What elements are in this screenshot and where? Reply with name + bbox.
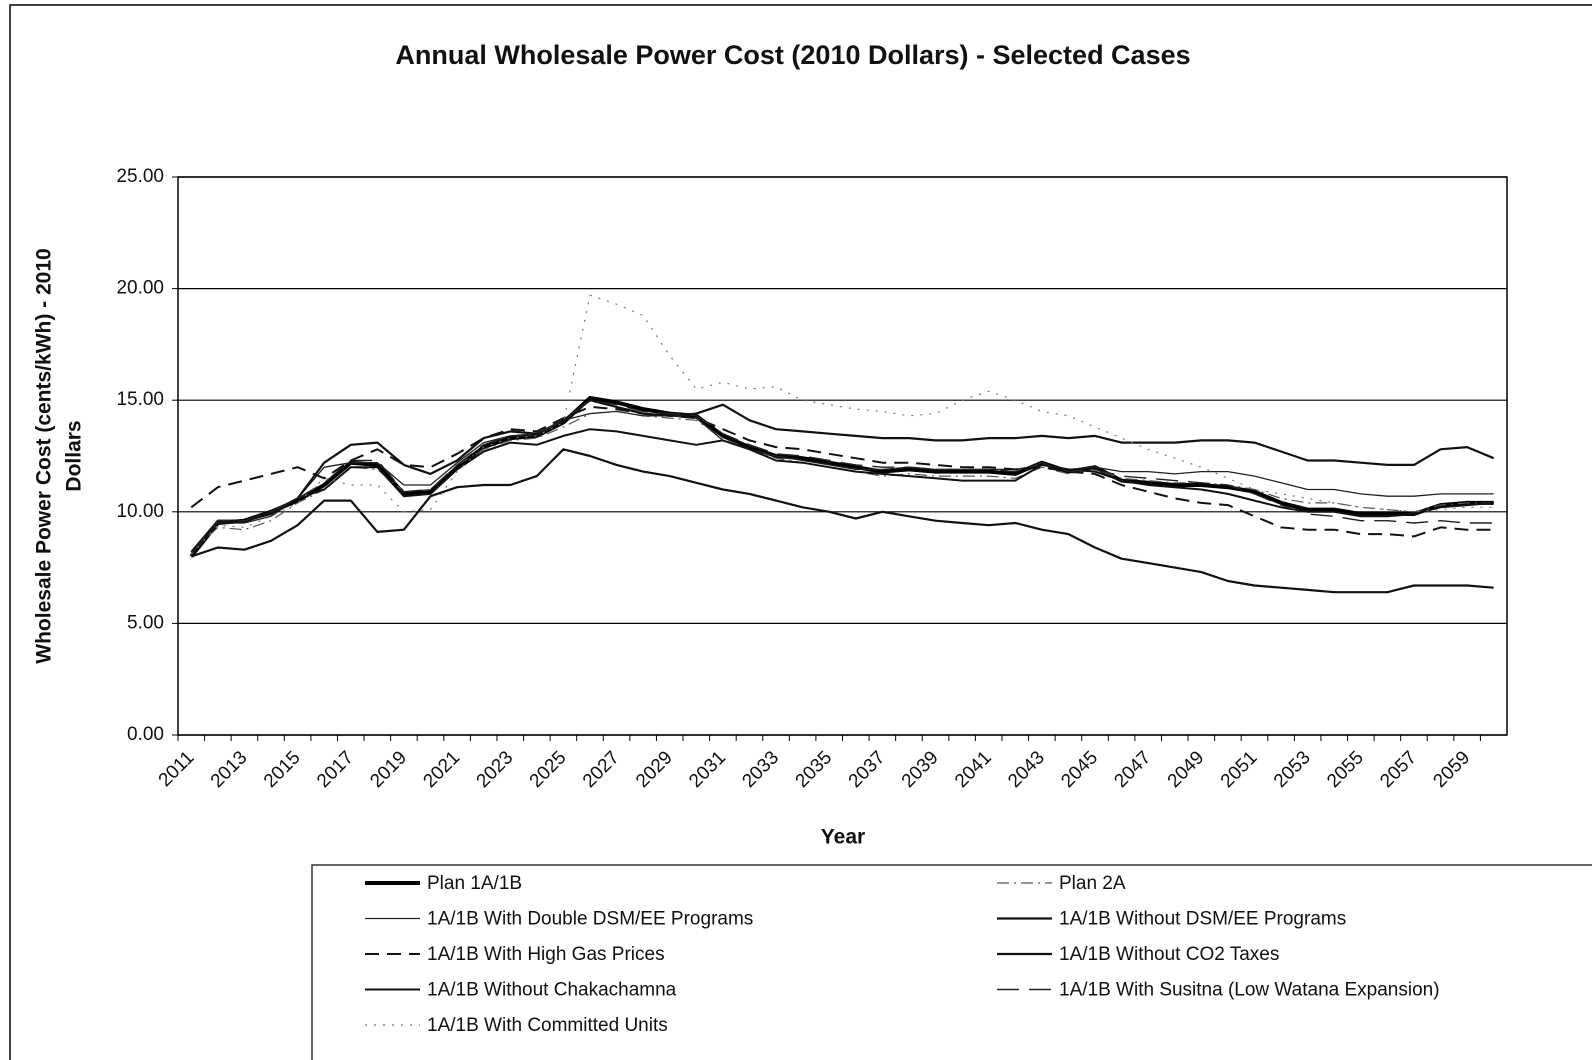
y-tick-label: 25.00	[116, 166, 164, 187]
y-axis-title-line: Wholesale Power Cost (cents/kWh) - 2010	[33, 248, 56, 663]
y-axis-title-line: Dollars	[63, 420, 86, 491]
x-tick-label: 2011	[155, 747, 199, 791]
series-line	[190, 399, 1494, 555]
y-axis-title: Wholesale Power Cost (cents/kWh) - 2010 …	[33, 248, 86, 663]
x-tick-label: 2025	[526, 747, 571, 792]
x-tick-label: 2039	[898, 747, 943, 792]
x-tick-label: 2051	[1217, 747, 1262, 792]
x-tick-label: 2041	[951, 747, 996, 792]
legend-label: 1A/1B Without DSM/EE Programs	[1059, 909, 1346, 930]
legend-label: 1A/1B With Committed Units	[427, 1015, 668, 1036]
x-tick-label: 2043	[1004, 747, 1049, 792]
legend-label: Plan 2A	[1059, 873, 1126, 894]
legend-label: 1A/1B Without CO2 Taxes	[1059, 944, 1279, 965]
y-tick-label: 20.00	[116, 278, 164, 299]
series-line	[190, 399, 1495, 553]
x-tick-label: 2013	[207, 747, 252, 792]
series-line	[190, 405, 1494, 538]
y-tick-label: 10.00	[116, 501, 164, 522]
frame	[9, 4, 1592, 1060]
x-tick-label: 2035	[792, 747, 837, 792]
x-tick-label: 2057	[1376, 747, 1421, 792]
series-line	[190, 294, 1494, 555]
x-tick-label: 2049	[1164, 747, 1209, 792]
chart-title: Annual Wholesale Power Cost (2010 Dollar…	[395, 40, 1190, 70]
legend-label: 1A/1B With Susitna (Low Watana Expansion…	[1059, 980, 1440, 1001]
x-axis-title: Year	[821, 826, 865, 849]
x-tick-label: 2021	[419, 747, 464, 792]
legend-box	[311, 864, 1592, 1060]
series-line	[190, 428, 1494, 555]
legend-label: 1A/1B With High Gas Prices	[427, 944, 665, 965]
series-line	[190, 448, 1494, 594]
x-tick-label: 2023	[473, 747, 518, 792]
x-tick-label: 2029	[632, 747, 677, 792]
x-tick-label: 2027	[579, 747, 624, 792]
legend-label: 1A/1B Without Chakachamna	[427, 980, 677, 1001]
y-tick-label: 5.00	[127, 612, 164, 633]
x-tick-label: 2059	[1429, 747, 1474, 792]
x-tick-label: 2053	[1270, 747, 1315, 792]
x-tick-label: 2047	[1111, 747, 1156, 792]
x-tick-label: 2037	[845, 747, 890, 792]
x-tick-label: 2019	[366, 747, 411, 792]
x-tick-label: 2033	[738, 747, 783, 792]
x-tick-label: 2031	[685, 747, 730, 792]
series-line	[189, 396, 1494, 558]
legend-label: Plan 1A/1B	[427, 873, 522, 894]
y-tick-label: 0.00	[127, 724, 164, 745]
series-line	[190, 410, 1494, 555]
x-tick-label: 2015	[260, 747, 305, 792]
legend-label: 1A/1B With Double DSM/EE Programs	[427, 909, 753, 930]
y-tick-label: 15.00	[116, 389, 164, 410]
x-tick-label: 2055	[1323, 747, 1368, 792]
x-tick-label: 2045	[1057, 747, 1102, 792]
x-tick-label: 2017	[313, 747, 358, 792]
series-line	[190, 410, 1494, 553]
